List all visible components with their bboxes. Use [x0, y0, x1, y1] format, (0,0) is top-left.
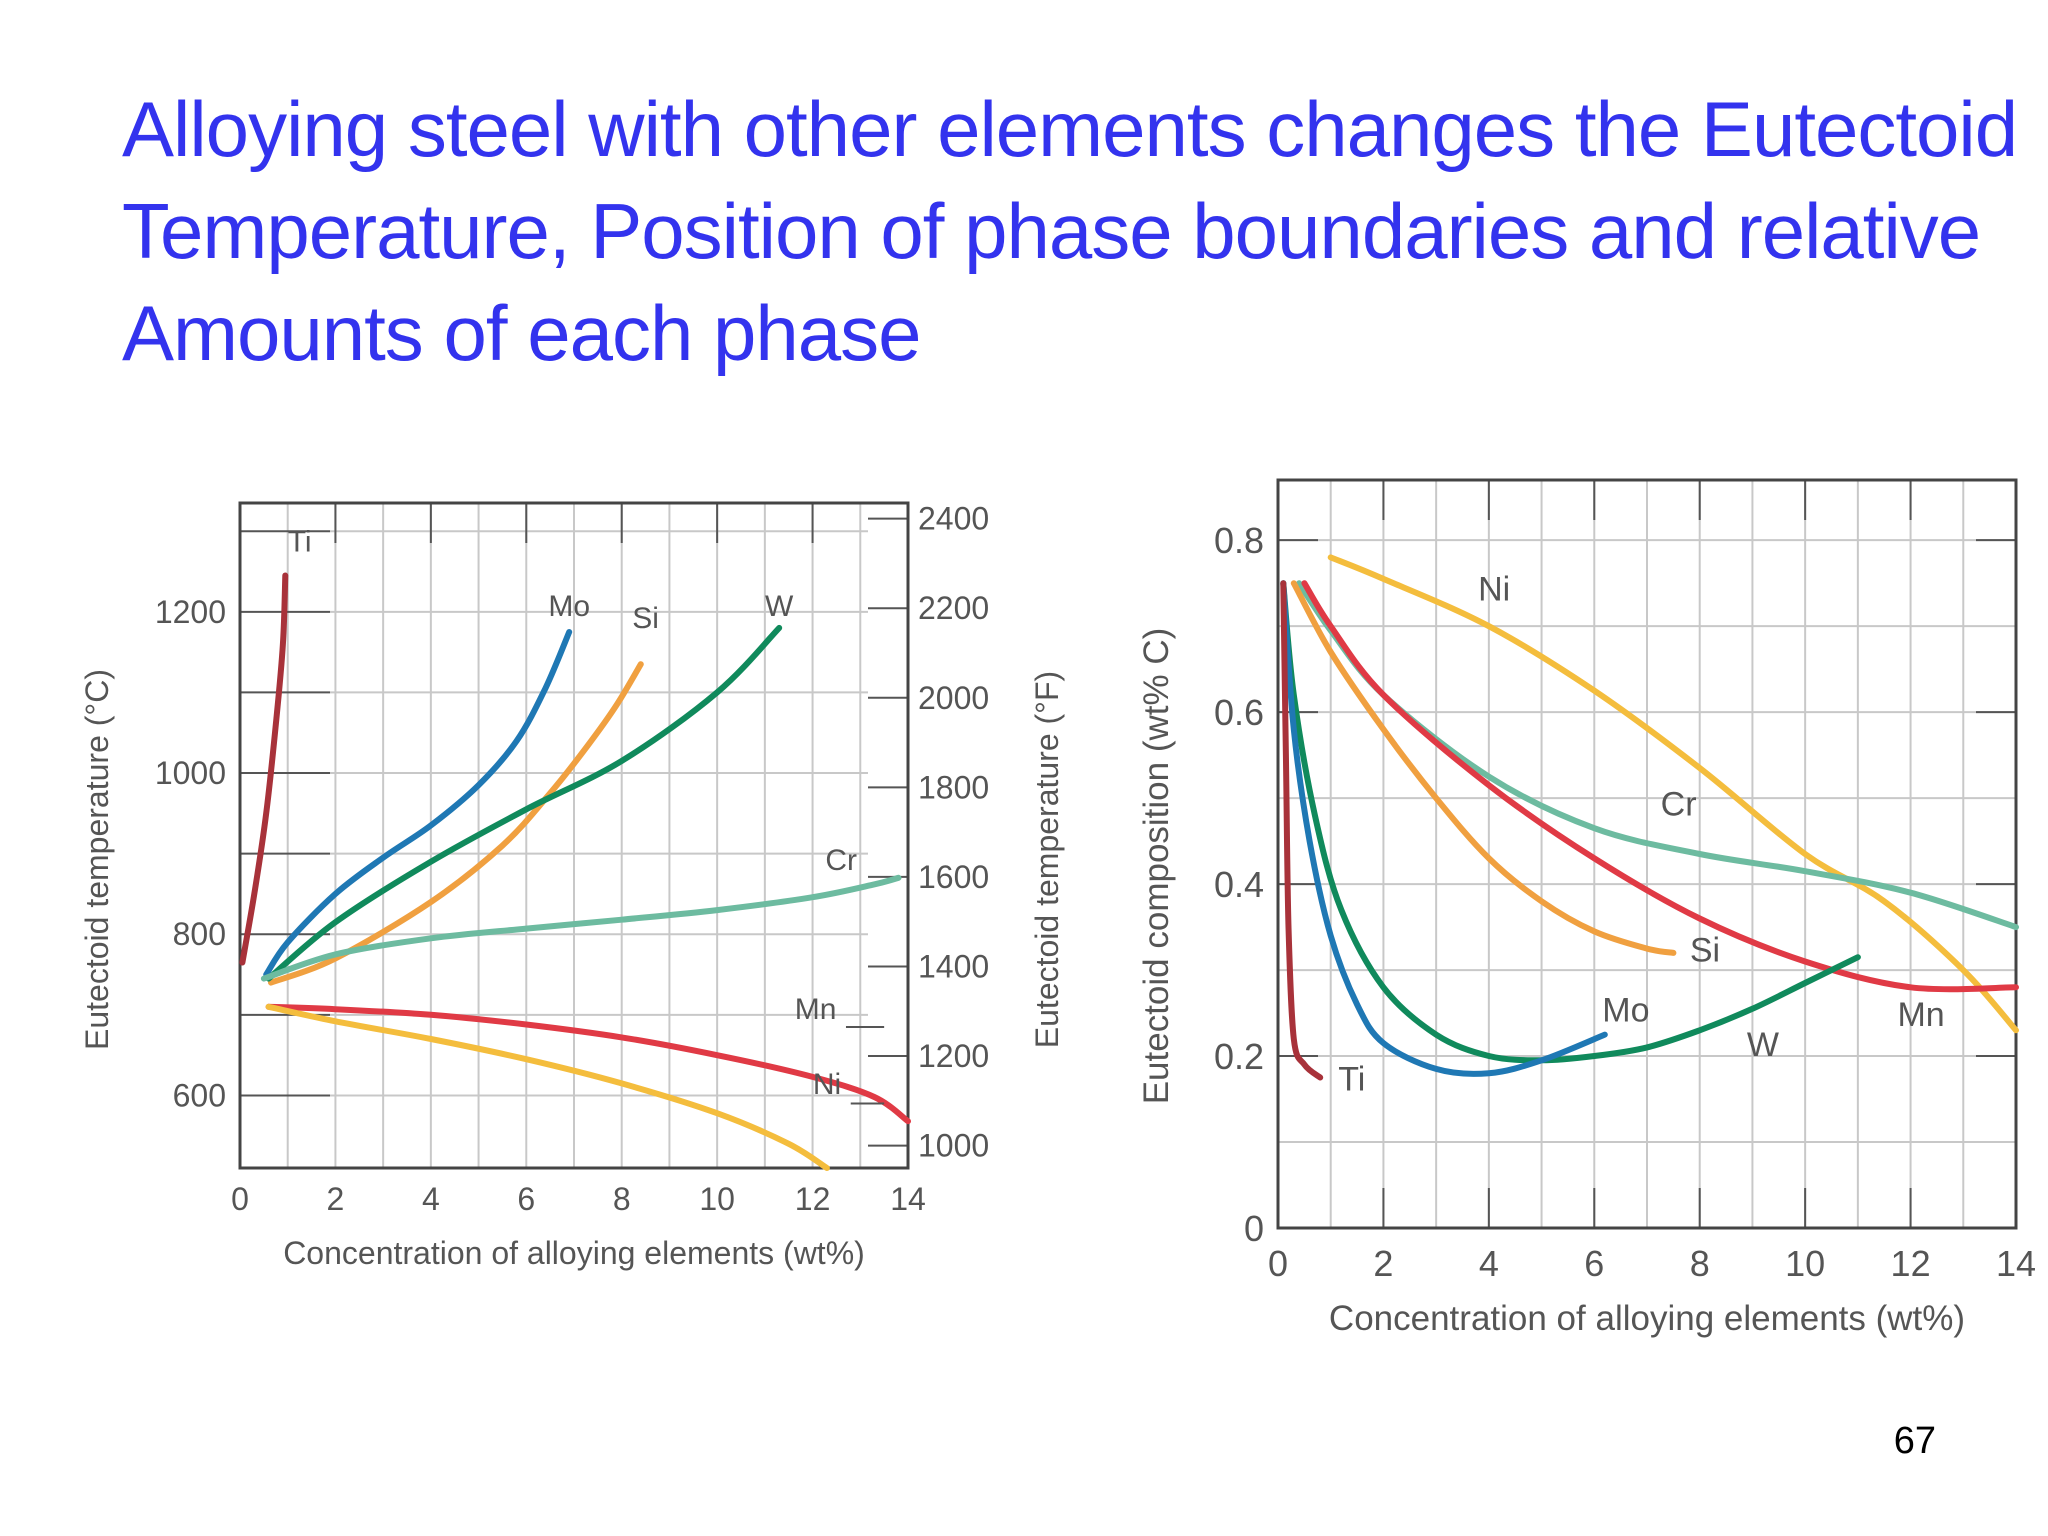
x-tick-label: 14	[890, 1181, 926, 1217]
slide-title-line-2: Temperature, Position of phase boundarie…	[122, 187, 1981, 275]
y-tick-label-right: 2000	[918, 680, 989, 716]
series-line-cr	[1296, 580, 2019, 931]
series-label-mo: Mo	[1602, 992, 1649, 1030]
series-line-mo	[263, 629, 573, 978]
series-label-ti: Ti	[1338, 1060, 1365, 1098]
slide-title-line-1: Alloying steel with other elements chang…	[122, 85, 2018, 173]
series-label-cr: Cr	[825, 844, 857, 877]
y-tick-label-right: 2400	[918, 501, 989, 537]
y-axis-label-left: Eutectoid temperature (°C)	[79, 669, 115, 1050]
series-label-ni: Ni	[813, 1068, 841, 1101]
x-axis-label: Concentration of alloying elements (wt%)	[283, 1235, 865, 1271]
series-line-mn	[1301, 580, 2019, 993]
x-tick-label: 0	[231, 1181, 249, 1217]
plot-frame	[1276, 478, 2018, 1230]
x-tick-label: 14	[1996, 1243, 2036, 1284]
series-label-mo: Mo	[548, 590, 590, 623]
y-tick-label-right: 2200	[918, 590, 989, 626]
y-axis-label: Eutectoid composition (wt% C)	[1137, 628, 1176, 1105]
x-tick-label: 6	[517, 1181, 535, 1217]
y-tick-label-right: 1000	[918, 1128, 989, 1164]
series-line-w	[265, 624, 783, 982]
y-axis-label-right: Eutectoid temperature (°F)	[1029, 671, 1065, 1048]
slide-title-line-3: Amounts of each phase	[122, 289, 922, 377]
y-tick-label: 0.4	[1214, 864, 1264, 905]
series-line-ni	[1327, 554, 2019, 1034]
y-tick-label: 0.6	[1214, 692, 1264, 733]
series-line-cr	[260, 874, 902, 982]
y-tick-label-left: 600	[173, 1077, 226, 1113]
series-line-mo	[1280, 580, 1608, 1077]
x-tick-label: 12	[1891, 1243, 1931, 1284]
series-label-si: Si	[632, 602, 659, 635]
y-tick-label-left: 1200	[155, 594, 226, 630]
series-label-ni: Ni	[1478, 570, 1510, 608]
y-tick-label-left: 1000	[155, 755, 226, 791]
page-number: 67	[1893, 1420, 1936, 1462]
x-tick-label: 4	[1479, 1243, 1499, 1284]
x-tick-label: 2	[327, 1181, 345, 1217]
series-label-cr: Cr	[1661, 785, 1697, 823]
y-tick-label-right: 1800	[918, 769, 989, 805]
x-tick-label: 6	[1584, 1243, 1604, 1284]
x-tick-label: 4	[422, 1181, 440, 1217]
series-label-mn: Mn	[795, 993, 837, 1026]
series-label-mn: Mn	[1897, 996, 1944, 1034]
x-tick-label: 10	[699, 1181, 735, 1217]
y-tick-label-right: 1200	[918, 1038, 989, 1074]
x-tick-label: 12	[795, 1181, 831, 1217]
series-line-ni	[265, 1003, 830, 1171]
series-label-si: Si	[1690, 931, 1720, 969]
series-label-w: W	[1747, 1026, 1779, 1064]
y-tick-label: 0.2	[1214, 1036, 1264, 1077]
series-line-ti	[1280, 580, 1324, 1081]
series-label-w: W	[765, 590, 794, 623]
x-axis-label: Concentration of alloying elements (wt%)	[1329, 1299, 1965, 1338]
x-tick-label: 0	[1268, 1243, 1288, 1284]
y-tick-label-right: 1600	[918, 859, 989, 895]
y-tick-label: 0	[1244, 1208, 1264, 1249]
series-label-ti: Ti	[288, 525, 312, 558]
plot-frame	[238, 501, 910, 1170]
series-line-mn	[265, 1003, 911, 1125]
series-line-ti	[239, 572, 289, 966]
y-tick-label-right: 1400	[918, 948, 989, 984]
series-line-w	[1280, 580, 1861, 1064]
series-line-si	[1290, 580, 1677, 956]
x-tick-label: 8	[1690, 1243, 1710, 1284]
x-tick-label: 10	[1785, 1243, 1825, 1284]
x-tick-label: 8	[613, 1181, 631, 1217]
x-tick-label: 2	[1373, 1243, 1393, 1284]
y-tick-label-left: 800	[173, 916, 226, 952]
y-tick-label: 0.8	[1214, 520, 1264, 561]
slide-title: Alloying steel with other elements chang…	[122, 78, 2018, 384]
